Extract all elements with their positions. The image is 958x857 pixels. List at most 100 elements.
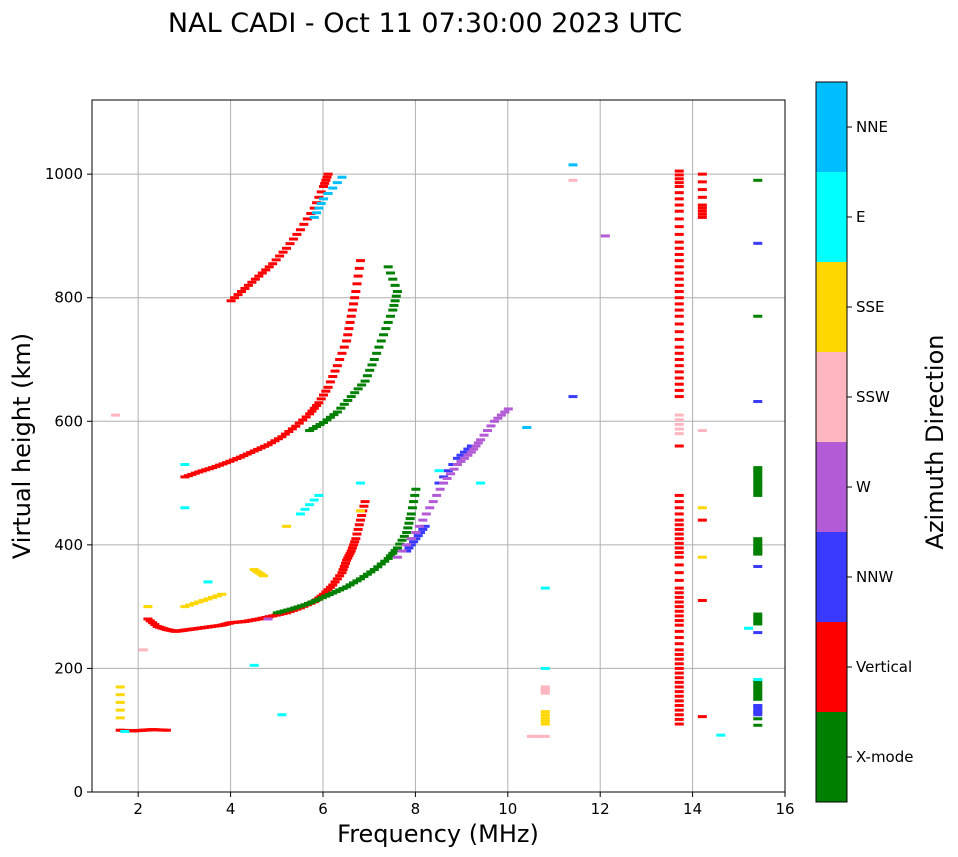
- data-point: [189, 602, 199, 606]
- data-point: [697, 180, 707, 184]
- data-point: [374, 345, 384, 349]
- data-point: [753, 683, 763, 687]
- data-point: [674, 418, 684, 422]
- data-point: [425, 506, 435, 510]
- data-point: [674, 690, 684, 694]
- data-point: [674, 636, 684, 640]
- data-point: [343, 333, 353, 337]
- data-point: [390, 299, 400, 303]
- data-point: [161, 728, 171, 732]
- data-point: [346, 314, 356, 318]
- data-point: [473, 441, 483, 445]
- data-point: [674, 653, 684, 657]
- data-point: [753, 482, 763, 486]
- data-point: [753, 710, 763, 714]
- data-point: [442, 476, 452, 480]
- data-point: [335, 574, 345, 578]
- data-point: [753, 541, 763, 545]
- data-point: [753, 539, 763, 543]
- data-point: [353, 527, 363, 531]
- data-point: [404, 521, 414, 525]
- data-point: [388, 551, 398, 555]
- data-point: [753, 713, 763, 717]
- data-point: [349, 302, 359, 306]
- data-point: [392, 546, 402, 550]
- data-point: [243, 283, 253, 287]
- data-point: [674, 197, 684, 201]
- colorbar-tick-label: Vertical: [856, 658, 912, 676]
- data-point: [456, 453, 466, 457]
- data-point: [330, 580, 340, 584]
- data-point: [309, 498, 319, 502]
- data-point: [305, 429, 315, 433]
- data-point: [275, 254, 285, 258]
- data-point: [217, 592, 227, 596]
- data-point: [446, 472, 456, 476]
- data-point: [674, 657, 684, 661]
- data-point: [270, 439, 280, 443]
- data-point: [674, 364, 684, 368]
- data-point: [674, 376, 684, 380]
- data-point: [406, 512, 416, 516]
- data-point: [697, 212, 707, 216]
- data-point: [300, 507, 310, 511]
- data-point: [351, 537, 361, 541]
- data-point: [253, 447, 263, 451]
- data-point: [380, 559, 390, 563]
- data-point: [674, 232, 684, 236]
- data-point: [354, 523, 364, 527]
- colorbar-tick-label: SSW: [856, 388, 890, 406]
- data-point: [180, 463, 190, 467]
- data-point: [278, 250, 288, 254]
- data-point: [434, 469, 444, 473]
- data-point: [349, 581, 359, 585]
- data-point: [322, 175, 332, 179]
- data-point: [411, 537, 421, 541]
- data-point: [753, 688, 763, 692]
- data-point: [271, 258, 281, 262]
- series: [697, 172, 707, 719]
- data-point: [418, 518, 428, 522]
- data-point: [342, 339, 352, 343]
- x-tick-label: 8: [411, 800, 421, 818]
- data-point: [339, 402, 349, 406]
- data-point: [540, 719, 550, 723]
- data-point: [753, 551, 763, 555]
- y-tick-label: 200: [54, 659, 83, 677]
- data-point: [385, 554, 395, 558]
- data-point: [697, 506, 707, 510]
- colorbar-swatch: [816, 172, 847, 262]
- data-point: [260, 444, 270, 448]
- series: [120, 463, 763, 737]
- data-point: [343, 398, 353, 402]
- data-point: [339, 345, 349, 349]
- data-point: [486, 424, 496, 428]
- data-point: [674, 259, 684, 263]
- data-point: [674, 290, 684, 294]
- data-point: [331, 590, 341, 594]
- data-point: [540, 722, 550, 726]
- data-point: [353, 387, 363, 391]
- data-point: [236, 290, 246, 294]
- data-point: [540, 685, 550, 689]
- data-point: [383, 320, 393, 324]
- data-point: [392, 555, 402, 559]
- data-point: [674, 370, 684, 374]
- data-point: [322, 418, 332, 422]
- data-point: [674, 444, 684, 448]
- data-point: [674, 662, 684, 666]
- data-point: [273, 437, 283, 441]
- data-point: [471, 444, 481, 448]
- data-point: [674, 708, 684, 712]
- data-point: [413, 534, 423, 538]
- data-point: [496, 413, 506, 417]
- data-point: [448, 463, 458, 467]
- data-point: [249, 449, 259, 453]
- data-point: [674, 382, 684, 386]
- data-point: [753, 400, 763, 404]
- data-point: [402, 549, 412, 553]
- data-point: [316, 190, 326, 194]
- data-marks: [111, 163, 763, 738]
- data-point: [674, 532, 684, 536]
- data-point: [489, 419, 499, 423]
